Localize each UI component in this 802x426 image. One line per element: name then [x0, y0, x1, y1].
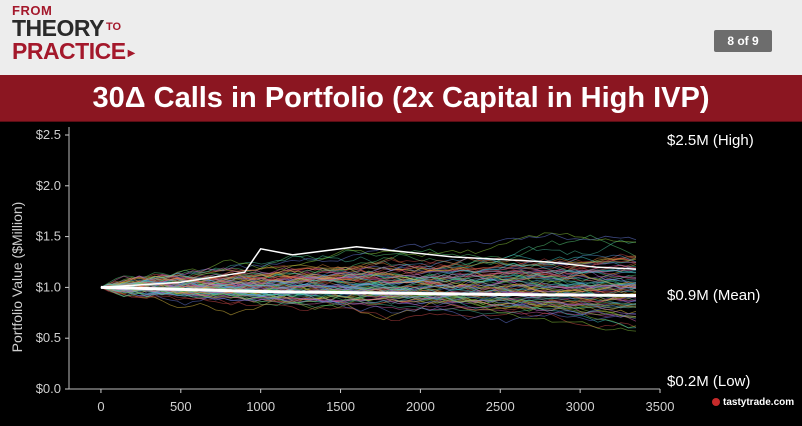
annotation-label: $0.9M (Mean): [667, 287, 760, 304]
simulated-path: [100, 262, 637, 288]
header: FROM THEORY TO PRACTICE ▶ 8 of 9: [0, 0, 802, 75]
page-indicator: 8 of 9: [714, 30, 772, 52]
y-tick-label: $0.0: [36, 381, 61, 396]
logo: FROM THEORY TO PRACTICE ▶: [12, 4, 135, 63]
annotation-label: $2.5M (High): [667, 132, 754, 149]
x-tick-label: 0: [97, 399, 104, 414]
x-tick-label: 2500: [486, 399, 515, 414]
brand-dot-icon: [712, 398, 720, 406]
logo-line-practice: PRACTICE: [12, 38, 126, 64]
brand-text: tastytrade.com: [723, 397, 795, 408]
simulated-path: [100, 232, 637, 288]
chart-axes: $0.0 $0.5 $1.0 $1.5 $2.0 $2.5 0 500 1000 1500 2000…: [36, 127, 675, 414]
page-title: 30Δ Calls in Portfolio (2x Capital in Hi…: [92, 82, 710, 114]
chart-series: [100, 246, 637, 297]
x-tick-label: 1000: [246, 399, 275, 414]
logo-to: TO: [106, 21, 122, 33]
play-arrow-icon: ▶: [127, 48, 136, 59]
chart: $0.0 $0.5 $1.0 $1.5 $2.0 $2.5 0 500 1000 1500 2000…: [9, 127, 760, 414]
simulated-path: [100, 287, 637, 329]
median-series-line: [100, 246, 637, 289]
simulated-path: [100, 287, 637, 324]
simulated-path: [100, 269, 637, 288]
y-tick-label: $2.0: [36, 178, 61, 193]
x-tick-label: 3000: [566, 399, 595, 414]
annotation-label: $0.2M (Low): [667, 373, 750, 390]
y-tick-label: $1.5: [36, 229, 61, 244]
x-tick-label: 500: [170, 399, 192, 414]
title-bar: 30Δ Calls in Portfolio (2x Capital in Hi…: [0, 75, 802, 122]
simulated-path: [100, 269, 637, 301]
logo-line-theory: THEORY: [12, 15, 105, 41]
x-tick-label: 1500: [326, 399, 355, 414]
brand: tastytrade.com: [712, 397, 794, 408]
x-tick-label: 2000: [406, 399, 435, 414]
simulated-path: [100, 282, 637, 305]
mean-series-line: [100, 285, 637, 297]
y-tick-label: $1.0: [36, 279, 61, 294]
simulated-path: [100, 279, 637, 294]
simulated-path: [100, 271, 637, 293]
chart-annotations: $2.5M (High) $0.9M (Mean) $0.2M (Low): [667, 132, 760, 390]
x-tick-label: 3500: [646, 399, 675, 414]
simulated-path: [100, 232, 637, 288]
y-tick-label: $2.5: [36, 127, 61, 142]
simulated-path: [100, 262, 637, 289]
simulated-path: [100, 287, 637, 309]
simulated-path: [100, 264, 637, 288]
logo-line-from: FROM: [12, 3, 53, 18]
y-tick-label: $0.5: [36, 330, 61, 345]
y-axis-label: Portfolio Value ($Million): [9, 202, 25, 353]
